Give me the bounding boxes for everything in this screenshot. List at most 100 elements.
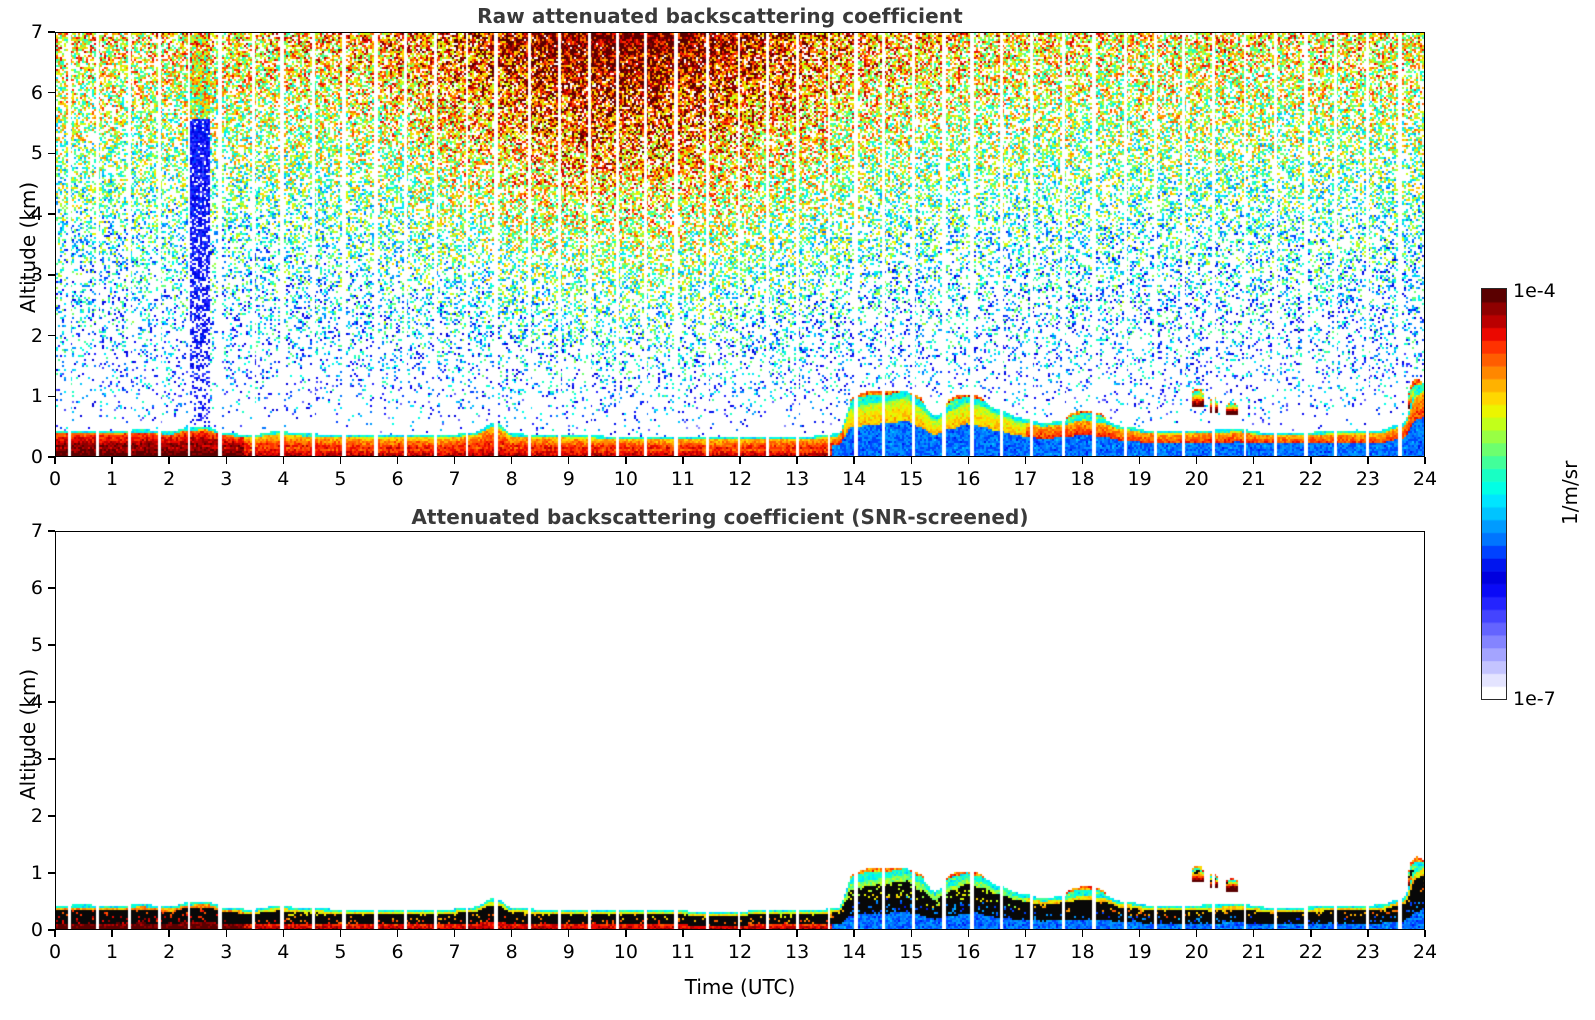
y-tick-label: 4 [30,203,43,226]
axes-screened [55,531,1425,930]
y-tick-label: 0 [30,919,43,941]
x-tick [282,930,285,937]
xlabel-time: Time (UTC) [684,975,796,999]
y-tick [48,92,55,94]
x-tick [396,457,399,464]
x-tick-label: 8 [505,941,518,963]
x-tick-label: 2 [163,941,176,963]
x-tick-label: 16 [956,468,981,490]
x-tick-label: 24 [1412,468,1438,490]
colorbar-max-label: 1e-4 [1513,280,1556,302]
x-tick [682,457,684,464]
x-tick [910,457,912,464]
x-tick [1024,930,1027,937]
x-tick-label: 23 [1355,468,1380,490]
x-tick-label: 18 [1070,941,1095,963]
y-tick-label: 3 [30,748,43,770]
x-tick [910,930,912,937]
x-tick [739,457,741,464]
x-tick-label: 19 [1127,468,1152,490]
x-tick [225,930,227,937]
axes-raw [55,32,1425,457]
y-tick [48,815,55,817]
x-tick-label: 20 [1184,941,1209,963]
x-tick [339,457,342,464]
x-tick-label: 14 [842,468,867,490]
x-tick [225,457,227,464]
x-tick-label: 22 [1298,468,1323,490]
x-tick [682,930,684,937]
y-tick [48,872,55,874]
ylabel-screened: Altitude (km) [16,668,40,800]
y-tick-label: 3 [30,263,43,286]
x-tick-label: 7 [448,941,461,963]
x-tick-label: 5 [334,468,347,490]
x-tick [625,930,627,937]
x-tick-label: 10 [613,468,638,490]
x-tick [1024,457,1027,464]
x-tick [568,930,570,937]
x-tick-label: 12 [727,941,753,963]
x-tick [1424,457,1426,464]
y-tick-label: 5 [30,634,43,656]
x-tick-label: 2 [163,468,176,490]
panel-title-raw: Raw attenuated backscattering coefficien… [477,4,963,28]
x-tick [54,930,56,937]
x-tick-label: 1 [106,941,119,963]
y-tick-label: 2 [30,805,43,827]
colorbar [1481,288,1507,700]
x-tick-label: 18 [1070,468,1095,490]
y-tick [48,395,55,397]
x-tick-label: 0 [48,468,62,490]
x-tick-label: 15 [899,941,924,963]
x-tick [1253,930,1255,937]
x-tick-label: 20 [1184,468,1209,490]
x-tick [1195,457,1198,464]
y-tick-label: 1 [30,862,43,884]
x-tick [339,930,342,937]
x-tick [111,457,113,464]
x-tick [1138,457,1141,464]
x-tick [853,457,855,464]
y-tick-label: 7 [30,21,43,43]
x-tick-label: 4 [277,468,290,490]
x-tick [853,930,855,937]
panel-title-screened: Attenuated backscattering coefficient (S… [411,505,1029,529]
x-tick [1367,930,1369,937]
x-tick-label: 3 [220,468,233,490]
x-tick-label: 17 [1013,941,1038,963]
x-tick [510,457,513,464]
x-tick [168,457,170,464]
y-tick [48,758,55,760]
x-tick [1081,930,1084,937]
x-tick-label: 19 [1127,941,1152,963]
x-tick [510,930,513,937]
x-tick [625,457,627,464]
y-tick [48,701,55,703]
heatmap-screened [56,532,1424,929]
y-tick [48,274,55,276]
x-tick-label: 11 [670,468,695,490]
y-tick [48,152,55,155]
y-tick [48,644,55,646]
y-tick-label: 2 [30,324,43,347]
x-tick [282,457,285,464]
x-tick [1310,457,1312,464]
y-tick-label: 4 [30,691,43,713]
x-tick-label: 9 [562,468,575,490]
x-tick-label: 11 [670,941,695,963]
y-tick [48,31,55,33]
y-tick-label: 1 [30,385,43,408]
y-tick [48,456,55,458]
y-tick-label: 7 [30,520,43,542]
x-tick-label: 0 [48,941,62,963]
x-tick [54,457,56,464]
x-tick-label: 7 [448,468,461,490]
x-tick-label: 13 [784,941,810,963]
x-tick [453,930,456,937]
x-tick-label: 8 [505,468,518,490]
x-tick [967,457,970,464]
x-tick-label: 3 [220,941,233,963]
x-tick [111,930,113,937]
